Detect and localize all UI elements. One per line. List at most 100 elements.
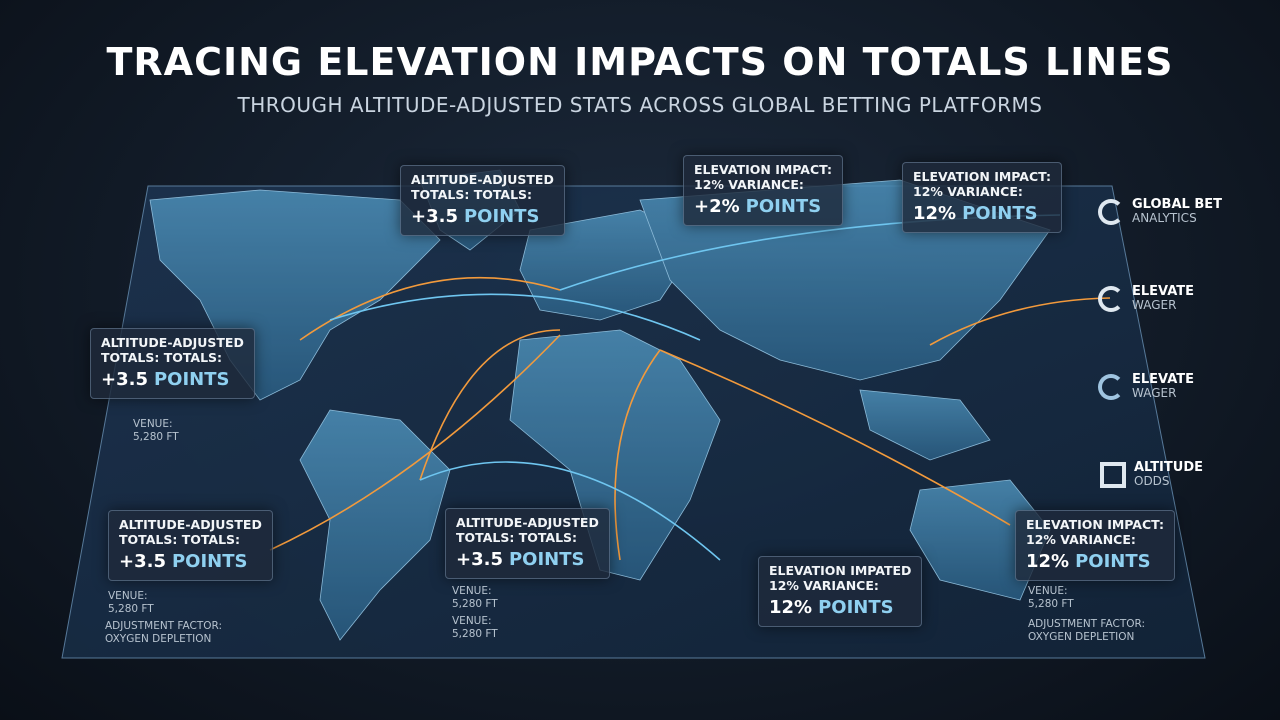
brand-name: ALTITUDE — [1134, 460, 1203, 475]
arc — [614, 349, 661, 561]
brand-icon — [1100, 461, 1126, 488]
callout-unit: POINTS — [463, 206, 540, 227]
callout: ELEVATION IMPATED 12% VARIANCE: 12% POINTS — [758, 556, 923, 627]
brand-logo: ELEVATE WAGER — [1098, 285, 1194, 312]
note-line: ADJUSTMENT FACTOR: — [1028, 618, 1146, 630]
callout-unit: POINTS — [508, 549, 585, 570]
callout: ELEVATION IMPACT: 12% VARIANCE: 12% POINTS — [902, 162, 1062, 233]
arc — [419, 329, 561, 481]
callout-label: TOTALS: TOTALS: — [101, 350, 223, 365]
callout: ALTITUDE-ADJUSTED TOTALS: TOTALS: +3.5 POIN… — [400, 165, 565, 236]
callout-unit: POINTS — [171, 551, 248, 572]
note-line: 5,280 FT — [452, 598, 498, 610]
south-america — [299, 409, 451, 641]
brand-tagline: ODDS — [1134, 474, 1170, 488]
callout-label: ELEVATION IMPATED — [769, 563, 912, 578]
africa — [509, 329, 721, 581]
note: ADJUSTMENT FACTOR: OXYGEN DEPLETION — [105, 620, 222, 646]
callout-unit: POINTS — [745, 196, 822, 217]
callout-value-row: 12% POINTS — [913, 203, 1051, 224]
north-america — [149, 189, 441, 401]
callout-label: 12% VARIANCE: — [769, 578, 879, 593]
arc — [419, 461, 721, 561]
callout-label: ALTITUDE-ADJUSTED — [456, 515, 599, 530]
title: TRACING ELEVATION IMPACTS ON TOTALS LINE… — [106, 40, 1174, 84]
callout-label: ELEVATION IMPACT: — [694, 162, 832, 177]
southeast-asia — [859, 389, 991, 461]
callout-value: +3.5 — [456, 549, 503, 570]
callout-unit: POINTS — [818, 597, 894, 618]
callout-unit: POINTS — [153, 369, 230, 390]
callout: ALTITUDE-ADJUSTED TOTALS: TOTALS: +3.5 POIN… — [90, 328, 255, 399]
brand-name: ELEVATE — [1132, 372, 1195, 387]
brand-logo: ELEVATE WAGER — [1098, 373, 1194, 400]
callout-unit: POINTS — [1075, 551, 1151, 572]
brand-tagline: WAGER — [1132, 298, 1177, 312]
note-line: VENUE: — [108, 590, 148, 602]
callout: ELEVATION IMPACT: 12% VARIANCE: 12% POINTS — [1015, 510, 1175, 581]
note-line: 5,280 FT — [1028, 598, 1074, 610]
callout-value-row: 12% POINTS — [1026, 551, 1164, 572]
brand-tagline: ANALYTICS — [1132, 211, 1197, 225]
note-line: VENUE: — [133, 418, 173, 430]
note-line: VENUE: — [452, 615, 492, 627]
arc — [659, 349, 1011, 526]
callout-label: 12% VARIANCE: — [694, 177, 804, 192]
callout-value: +3.5 — [411, 206, 458, 227]
note-line: OXYGEN DEPLETION — [1028, 631, 1135, 643]
callout-label: ELEVATION IMPACT: — [1026, 517, 1164, 532]
callout-value: +3.5 — [119, 551, 166, 572]
callout: ALTITUDE-ADJUSTED TOTALS: TOTALS: +3.5 POIN… — [445, 508, 610, 579]
callout-value: 12% — [769, 597, 813, 618]
callout: ELEVATION IMPACT: 12% VARIANCE: +2% POINTS — [683, 155, 843, 226]
brand-text: ELEVATE WAGER — [1132, 373, 1194, 400]
note-line: 5,280 FT — [108, 603, 154, 615]
callout-label: ELEVATION IMPACT: — [913, 169, 1051, 184]
brand-text: GLOBAL BET ANALYTICS — [1132, 198, 1222, 225]
callout-value-row: +3.5 POINTS — [411, 206, 554, 227]
note-line: 5,280 FT — [133, 431, 179, 443]
callout-value-row: +3.5 POINTS — [101, 369, 244, 390]
note-line: 5,280 FT — [452, 628, 498, 640]
callout-label: ALTITUDE-ADJUSTED — [101, 335, 244, 350]
callout-label: 12% VARIANCE: — [1026, 532, 1136, 547]
note: VENUE: 5,280 FT — [108, 590, 154, 616]
callout-label: 12% VARIANCE: — [913, 184, 1023, 199]
callout-label: TOTALS: TOTALS: — [456, 530, 578, 545]
brand-tagline: WAGER — [1132, 386, 1177, 400]
note: VENUE: 5,280 FT — [452, 615, 498, 641]
callout-value-row: 12% POINTS — [769, 597, 911, 618]
callout-label: TOTALS: TOTALS: — [411, 187, 533, 202]
brand-name: GLOBAL BET — [1132, 197, 1222, 212]
note-line: VENUE: — [1028, 585, 1068, 597]
note: VENUE: 5,280 FT — [452, 585, 498, 611]
brand-text: ALTITUDE ODDS — [1134, 461, 1203, 488]
note: VENUE: 5,280 FT — [1028, 585, 1074, 611]
note-line: OXYGEN DEPLETION — [105, 633, 212, 645]
callout-value: 12% — [913, 203, 957, 224]
callout-unit: POINTS — [962, 203, 1038, 224]
brand-icon — [1098, 373, 1124, 400]
brand-name: ELEVATE — [1132, 284, 1195, 299]
flight-arcs — [269, 214, 1111, 561]
note: VENUE: 5,280 FT — [133, 418, 179, 444]
callout-label: ALTITUDE-ADJUSTED — [411, 172, 554, 187]
callout-value-row: +3.5 POINTS — [119, 551, 262, 572]
callout-value: 12% — [1026, 551, 1070, 572]
brand-icon — [1098, 285, 1124, 312]
brand-logo: ALTITUDE ODDS — [1100, 461, 1203, 488]
callout-value-row: +3.5 POINTS — [456, 549, 599, 570]
subtitle: THROUGH ALTITUDE-ADJUSTED STATS ACROSS G… — [237, 93, 1043, 117]
brand-text: ELEVATE WAGER — [1132, 285, 1194, 312]
arc — [329, 293, 701, 341]
callout-label: TOTALS: TOTALS: — [119, 532, 241, 547]
callout-value: +2% — [694, 196, 740, 217]
arc — [929, 297, 1111, 346]
brand-icon — [1098, 198, 1124, 225]
note: ADJUSTMENT FACTOR: OXYGEN DEPLETION — [1028, 618, 1145, 644]
arc — [269, 334, 561, 551]
callout-value: +3.5 — [101, 369, 148, 390]
callout-value-row: +2% POINTS — [694, 196, 832, 217]
note-line: VENUE: — [452, 585, 492, 597]
note-line: ADJUSTMENT FACTOR: — [105, 620, 223, 632]
